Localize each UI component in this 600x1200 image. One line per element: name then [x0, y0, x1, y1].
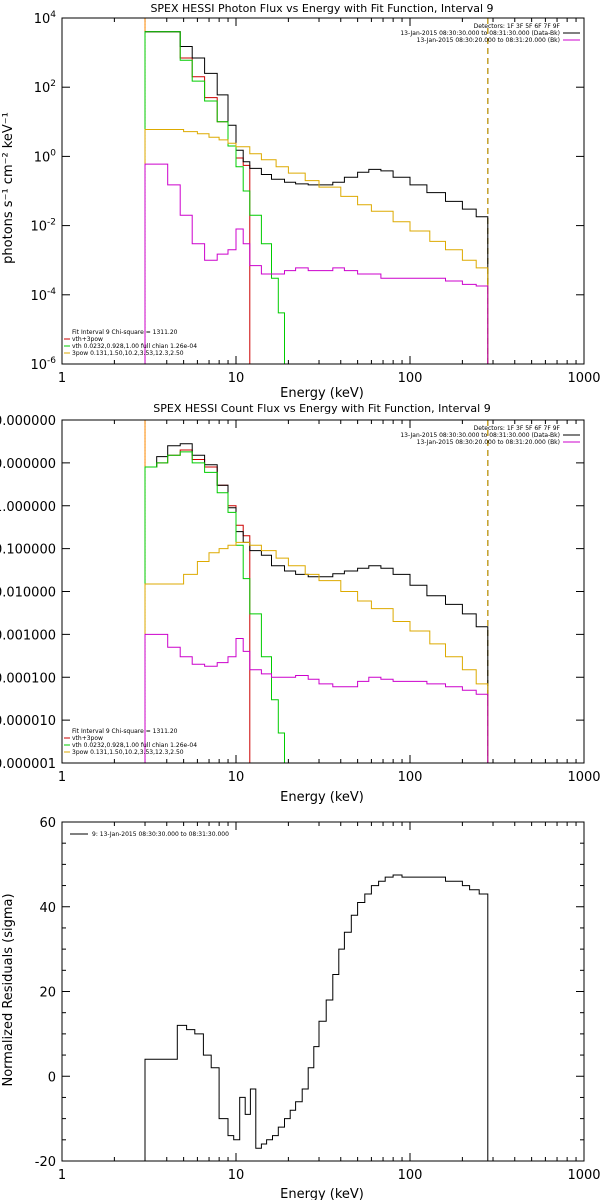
series-line	[144, 874, 489, 1161]
series-line	[144, 31, 251, 364]
x-axis-label: Energy (keV)	[280, 1187, 364, 1200]
legend-top-right: Detectors: 1F 3F 5F 6F 7F 9F13-Jan-2015 …	[400, 23, 580, 44]
plot-frame	[61, 821, 585, 1162]
y-tick-label: -20	[35, 1155, 56, 1170]
y-tick-label: 10-4	[30, 287, 56, 304]
x-tick-label: 1000	[567, 371, 600, 386]
tick-base: 10	[34, 81, 51, 96]
legend-entry: 13-Jan-2015 08:30:20.000 to 08:31:20.000…	[417, 439, 560, 446]
series-line	[144, 31, 489, 364]
legend-entry: 13-Jan-2015 08:30:30.000 to 08:31:30.000…	[400, 432, 560, 439]
legend-entry: vth+3pow	[72, 735, 103, 742]
y-tick-label: 10-2	[30, 218, 56, 235]
plot-frame	[61, 17, 585, 365]
y-tick-label: 10-6	[30, 356, 56, 373]
legend-bottom-left: Fit Interval 9 Chi-square = 1311.20vth+3…	[64, 329, 197, 357]
reference-lines	[144, 18, 489, 364]
tick-base: 10	[34, 150, 51, 165]
legend-entry: vth 0.0232,0.928,1.00 full chian 1.26e-0…	[72, 343, 197, 350]
y-tick-label: 0.000010	[0, 714, 56, 729]
legend-entry: vth+3pow	[72, 336, 103, 343]
tick-base: 10	[30, 289, 47, 304]
legend-entry: Detectors: 1F 3F 5F 6F 7F 9F	[474, 425, 561, 432]
series-line	[144, 541, 489, 763]
y-tick-label: 0.010000	[0, 586, 56, 601]
legend-bottom-left: Fit Interval 9 Chi-square = 1311.20vth+3…	[64, 728, 197, 756]
tick-base: 10	[34, 12, 51, 27]
y-tick-label: 0.000001	[0, 757, 56, 772]
tick-base: 10	[30, 220, 47, 235]
x-axis-label: Energy (keV)	[280, 386, 364, 401]
series-line	[144, 31, 285, 364]
y-tick-label: 100.000000	[0, 414, 56, 429]
tick-exponent: -4	[47, 287, 56, 297]
x-tick-label: 1	[58, 1168, 66, 1183]
y-tick-label: 1.000000	[0, 500, 56, 515]
axis-ticks: 1 10 100 1000 -20 0 20 40 60	[35, 816, 600, 1183]
y-axis-label: photons s⁻¹ cm⁻² keV⁻¹	[1, 112, 16, 264]
series-line	[144, 129, 489, 364]
series-line	[144, 633, 489, 763]
y-tick-label: 102	[34, 79, 56, 96]
legend-entry: Fit Interval 9 Chi-square = 1311.20	[72, 329, 178, 336]
y-tick-label: 60	[39, 816, 56, 831]
x-tick-label: 1000	[567, 1168, 600, 1183]
tick-exponent: 0	[50, 148, 56, 158]
y-axis-label: Normalized Residuals (sigma)	[1, 893, 16, 1086]
legend-entry: Detectors: 1F 3F 5F 6F 7F 9F	[474, 23, 561, 30]
count-flux-panel: SPEX HESSI Count Flux vs Energy with Fit…	[0, 402, 600, 805]
legend-top-left: 9: 13-Jan-2015 08:30:30.000 to 08:31:30.…	[70, 831, 229, 838]
data-series	[144, 31, 489, 364]
x-tick-label: 10	[228, 1168, 245, 1183]
data-series	[144, 443, 489, 763]
y-tick-label: 0.100000	[0, 543, 56, 558]
x-axis-label: Energy (keV)	[280, 790, 364, 805]
axis-ticks: 1 10 100 1000 0.000001 0.000010 0.000100 0.0010…	[0, 414, 600, 785]
series-line	[144, 451, 285, 763]
tick-exponent: -6	[47, 356, 56, 366]
y-tick-label: 0.000100	[0, 671, 56, 686]
legend-entry: 3pow 0.131,1.50,10.2,3.53,12.3,2.50	[72, 749, 184, 756]
chart-title: SPEX HESSI Photon Flux vs Energy with Fi…	[150, 2, 493, 15]
reference-lines	[144, 420, 489, 763]
x-tick-label: 100	[398, 770, 423, 785]
data-series	[144, 874, 489, 1161]
plot-frame	[61, 419, 585, 764]
legend-entry: 13-Jan-2015 08:30:30.000 to 08:31:30.000…	[400, 30, 560, 37]
legend-entry: vth 0.0232,0.928,1.00 full chian 1.26e-0…	[72, 742, 197, 749]
y-tick-label: 104	[34, 10, 57, 27]
tick-base: 10	[30, 358, 47, 373]
x-tick-label: 10	[228, 371, 245, 386]
x-tick-label: 10	[228, 770, 245, 785]
tick-exponent: 4	[50, 10, 56, 20]
x-tick-label: 1000	[567, 770, 600, 785]
legend-entry: 13-Jan-2015 08:30:20.000 to 08:31:20.000…	[417, 37, 560, 44]
y-tick-label: 0.001000	[0, 628, 56, 643]
series-line	[144, 163, 489, 364]
series-line	[144, 443, 489, 763]
x-tick-label: 1	[58, 770, 66, 785]
y-tick-label: 40	[39, 901, 56, 916]
x-tick-label: 100	[398, 371, 423, 386]
x-tick-label: 1	[58, 371, 66, 386]
legend-entry: 3pow 0.131,1.50,10.2,3.53,12.3,2.50	[72, 350, 184, 357]
residuals-panel: Energy (keV) Normalized Residuals (sigma…	[1, 816, 600, 1200]
y-tick-label: 20	[39, 986, 56, 1001]
legend-top-right: Detectors: 1F 3F 5F 6F 7F 9F13-Jan-2015 …	[400, 425, 580, 446]
photon-flux-panel: SPEX HESSI Photon Flux vs Energy with Fi…	[1, 2, 600, 401]
tick-exponent: -2	[47, 218, 56, 228]
y-tick-label: 10.000000	[0, 457, 56, 472]
chart-title: SPEX HESSI Count Flux vs Energy with Fit…	[153, 402, 490, 415]
legend-entry: Fit Interval 9 Chi-square = 1311.20	[72, 728, 178, 735]
series-line	[144, 449, 251, 763]
y-tick-label: 100	[34, 148, 57, 165]
tick-exponent: 2	[50, 79, 56, 89]
x-tick-label: 100	[398, 1168, 423, 1183]
legend-entry: 9: 13-Jan-2015 08:30:30.000 to 08:31:30.…	[92, 831, 229, 838]
y-tick-label: 0	[48, 1070, 56, 1085]
